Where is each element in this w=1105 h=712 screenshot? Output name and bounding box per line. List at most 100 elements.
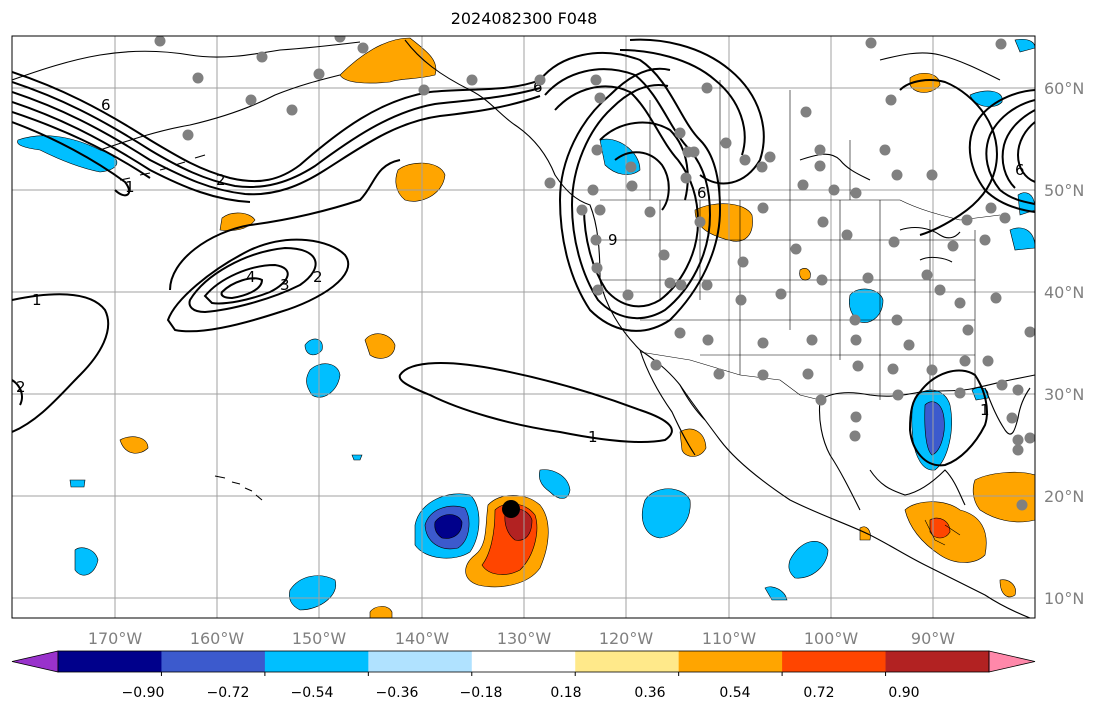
- station-marker: [534, 74, 546, 86]
- colorbar-tick-label: 0.72: [803, 685, 834, 701]
- station-marker: [865, 37, 877, 49]
- colorbar-segment: [58, 651, 162, 672]
- colorbar-tick-label: 0.18: [550, 685, 581, 701]
- station-marker: [592, 284, 604, 296]
- station-marker: [891, 314, 903, 326]
- station-marker: [591, 144, 603, 156]
- colorbar-segment: [782, 651, 887, 672]
- colorbar: [11, 650, 1036, 676]
- station-marker: [594, 204, 606, 216]
- station-marker: [879, 144, 891, 156]
- contour-label: 1: [980, 401, 990, 419]
- station-marker: [590, 234, 602, 246]
- station-marker: [802, 368, 814, 380]
- station-marker: [674, 127, 686, 139]
- lat-labels: 10°N 20°N 30°N 40°N 50°N 60°N: [1044, 79, 1084, 608]
- station-marker: [764, 151, 776, 163]
- station-marker: [418, 84, 430, 96]
- lon-label: 130°W: [497, 629, 552, 648]
- colorbar-extend-max: [988, 650, 1036, 673]
- station-marker: [701, 279, 713, 291]
- station-marker: [590, 74, 602, 86]
- black-marker: [502, 500, 520, 518]
- station-marker: [852, 360, 864, 372]
- station-marker: [286, 104, 298, 116]
- station-marker: [658, 249, 670, 261]
- lon-label: 100°W: [804, 629, 859, 648]
- colorbar-segment: [575, 651, 680, 672]
- station-marker: [735, 294, 747, 306]
- station-marker: [544, 177, 556, 189]
- station-marker: [1024, 326, 1035, 338]
- station-marker: [664, 277, 676, 289]
- station-marker: [885, 94, 897, 106]
- lon-label: 160°W: [190, 629, 245, 648]
- station-marker: [814, 160, 826, 172]
- station-marker: [757, 369, 769, 381]
- station-marker: [816, 274, 828, 286]
- station-marker: [926, 169, 938, 181]
- station-marker: [680, 172, 692, 184]
- station-marker: [192, 72, 204, 84]
- station-marker: [688, 146, 700, 158]
- lon-labels: 170°W 160°W 150°W 140°W 130°W 120°W 110°…: [88, 629, 955, 648]
- map-title: 2024082300 F048: [450, 9, 598, 28]
- lon-label: 140°W: [395, 629, 450, 648]
- station-marker: [961, 214, 973, 226]
- station-marker: [256, 51, 268, 63]
- colorbar-tick-label: −0.90: [122, 685, 165, 701]
- station-marker: [959, 355, 971, 367]
- station-marker: [947, 240, 959, 252]
- colorbar-segment: [471, 651, 576, 672]
- colorbar-tick-label: 0.90: [888, 685, 919, 701]
- lon-label: 110°W: [702, 629, 757, 648]
- station-marker: [814, 144, 826, 156]
- station-marker: [921, 269, 933, 281]
- station-marker: [817, 216, 829, 228]
- colorbar-tick-label: 0.54: [719, 685, 750, 701]
- station-marker: [790, 243, 802, 255]
- station-marker: [862, 272, 874, 284]
- contour-label: 9: [608, 231, 618, 249]
- contour-lines: [12, 38, 1035, 467]
- station-marker: [849, 314, 861, 326]
- contour-label: 1: [588, 428, 598, 446]
- colorbar-tick-label: −0.72: [207, 685, 250, 701]
- station-marker: [850, 334, 862, 346]
- station-marker: [739, 154, 751, 166]
- contour-label: 1: [125, 178, 135, 196]
- station-marker: [757, 337, 769, 349]
- station-marker: [903, 339, 915, 351]
- station-marker: [622, 289, 634, 301]
- station-marker: [800, 106, 812, 118]
- lon-label: 150°W: [292, 629, 347, 648]
- lat-label: 40°N: [1044, 283, 1084, 302]
- station-marker: [713, 368, 725, 380]
- contour-label: 4: [246, 268, 256, 286]
- station-marker: [650, 359, 662, 371]
- colorbar-extend-min: [11, 650, 59, 673]
- borders: [600, 80, 1001, 546]
- contour-label: 1: [32, 291, 42, 309]
- station-marker: [996, 379, 1008, 391]
- colorbar-labels: −0.90 −0.72 −0.54 −0.36 −0.18 0.18 0.36 …: [122, 685, 920, 701]
- station-marker: [737, 256, 749, 268]
- station-marker: [806, 334, 818, 346]
- station-marker: [576, 204, 588, 216]
- station-marker: [626, 180, 638, 192]
- station-marker: [357, 42, 369, 54]
- colorbar-segment: [264, 651, 369, 672]
- station-marker: [934, 284, 946, 296]
- station-marker: [702, 334, 714, 346]
- colorbar-tick-label: 0.36: [634, 685, 665, 701]
- contour-labels: 1 1 1 2 2 2 3 4 6 6 6 9 6 1: [16, 78, 1025, 446]
- station-marker: [985, 202, 997, 214]
- contour-label: 2: [313, 268, 323, 286]
- colorbar-segment: [368, 651, 473, 672]
- contour-label: 6: [697, 184, 707, 202]
- colorbar-tick-label: −0.54: [291, 685, 334, 701]
- station-marker: [674, 327, 686, 339]
- station-marker: [999, 212, 1011, 224]
- station-marker: [887, 363, 899, 375]
- contour-label: 6: [1015, 161, 1025, 179]
